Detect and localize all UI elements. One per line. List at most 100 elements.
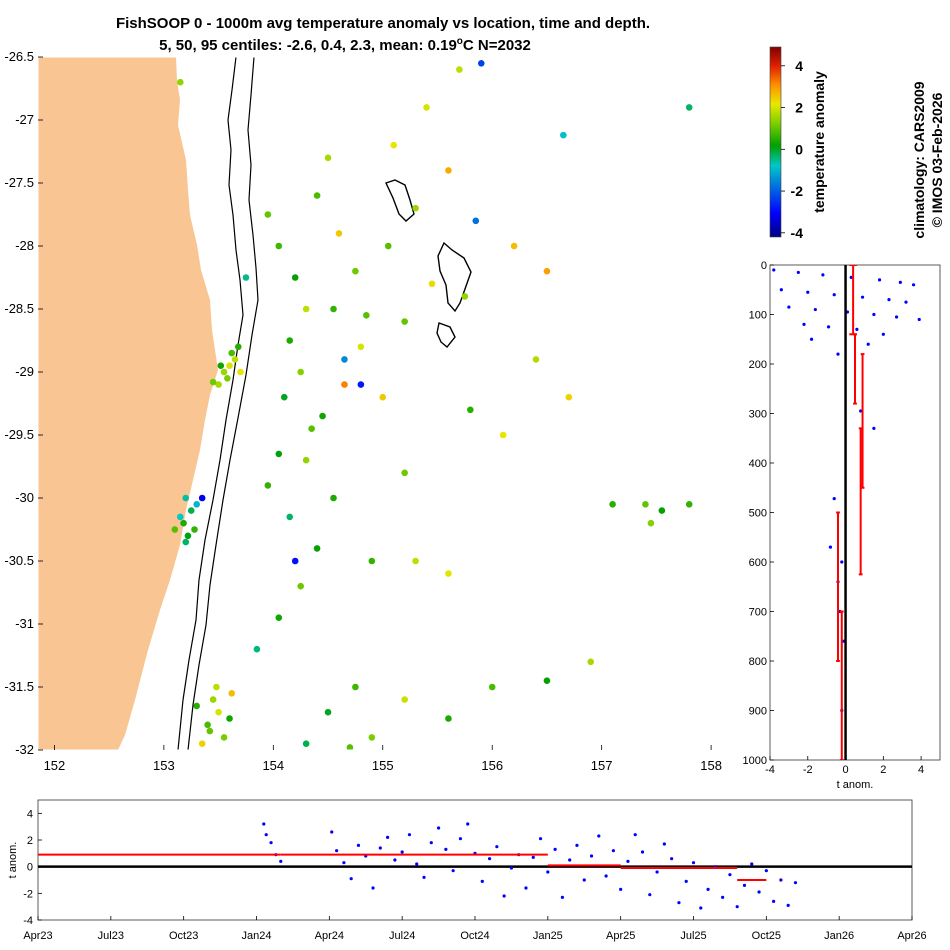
timeseries-point <box>575 843 579 847</box>
timeseries-x-tick-label: Oct25 <box>752 930 781 942</box>
timeseries-y-axis: -4 -2 0 2 4 <box>23 808 42 927</box>
depth-x-tick-label: 0 <box>842 764 848 776</box>
timeseries-point <box>335 849 339 853</box>
depth-stat-bar <box>858 427 863 576</box>
map-point <box>206 727 214 735</box>
timeseries-point <box>793 881 798 885</box>
colorbar-tick-label: 4 <box>795 58 803 74</box>
map-point <box>253 645 261 653</box>
timeseries-point <box>604 874 608 878</box>
depth-point <box>866 342 870 346</box>
timeseries-point <box>670 857 674 861</box>
depth-point <box>796 270 800 275</box>
timeseries-point <box>356 843 361 847</box>
map-y-tick-label: -29 <box>15 364 34 379</box>
colorbar-label: temperature anomaly <box>811 71 827 213</box>
map-y-tick-label: -26.5 <box>4 49 34 64</box>
depth-y-tick-label: 900 <box>749 706 767 718</box>
timeseries-point <box>626 859 630 863</box>
map-point <box>242 274 250 281</box>
map-point <box>401 696 408 703</box>
depth-point <box>881 332 885 336</box>
depth-points <box>772 268 921 713</box>
depth-point <box>828 545 833 549</box>
map-point <box>182 538 190 546</box>
depth-point <box>872 312 876 317</box>
depth-y-tick-label: 300 <box>749 409 767 421</box>
depth-point <box>832 497 836 501</box>
map-point <box>461 293 469 300</box>
map-point <box>335 230 343 237</box>
timeseries-frame <box>37 799 913 921</box>
depth-point <box>832 293 836 297</box>
map-point <box>445 570 452 577</box>
depth-y-tick-label: 500 <box>749 508 767 520</box>
map-point <box>324 708 332 716</box>
map-y-tick-label: -28 <box>15 238 34 253</box>
map-y-tick-label: -29.5 <box>4 427 34 442</box>
map-point <box>543 267 551 275</box>
map-point <box>198 494 206 502</box>
map-point <box>193 702 201 710</box>
timeseries-point <box>342 861 346 865</box>
timeseries-point <box>451 869 455 873</box>
timeseries-point <box>400 850 404 854</box>
timeseries-point <box>378 846 382 850</box>
map-point <box>330 305 337 313</box>
depth-point <box>911 283 916 287</box>
timeseries-point <box>772 899 776 903</box>
seamount-1 <box>385 179 415 222</box>
timeseries-point <box>640 850 645 854</box>
depth-point <box>806 290 810 294</box>
timeseries-point <box>466 822 470 826</box>
map-point <box>423 104 430 111</box>
timeseries-point <box>415 862 419 866</box>
depth-y-tick-label: 1000 <box>743 755 767 767</box>
depth-point <box>813 307 817 312</box>
map-point <box>302 740 310 747</box>
map-y-tick-label: -31 <box>15 616 34 631</box>
timeseries-point <box>728 873 732 877</box>
timeseries-x-tick-label: Oct23 <box>169 930 198 942</box>
map-point <box>286 337 294 344</box>
chart-title-line1: FishSOOP 0 - 1000m avg temperature anoma… <box>116 15 650 32</box>
timeseries-x-tick-label: Apr25 <box>606 930 635 942</box>
map-point <box>291 557 299 565</box>
timeseries-point <box>721 895 725 899</box>
timeseries-point <box>531 855 535 859</box>
map-point <box>302 456 310 464</box>
timeseries-point <box>786 903 790 907</box>
map-y-tick-label: -31.5 <box>4 679 34 694</box>
timeseries-point <box>691 861 696 865</box>
map-point <box>313 192 321 199</box>
depth-point <box>779 288 783 292</box>
map-x-tick-label: 152 <box>44 758 66 773</box>
map-point <box>543 677 551 684</box>
timeseries-mean-segments <box>38 853 767 881</box>
map-point <box>685 501 693 508</box>
title-stats: 5, 50, 95 centiles: -2.6, 0.4, 2.3, mean… <box>159 37 457 54</box>
depth-point <box>898 280 902 284</box>
map-point <box>193 501 201 508</box>
map-x-tick-label: 156 <box>481 758 503 773</box>
map-point <box>477 60 485 67</box>
map-point <box>176 513 184 521</box>
timeseries-point <box>279 859 283 863</box>
depth-x-tick-label: -2 <box>803 764 813 776</box>
map-point <box>324 154 332 162</box>
climatology-label: climatology: CARS2009 <box>911 81 927 238</box>
timeseries-point <box>436 826 441 830</box>
map-point <box>341 356 348 363</box>
timeseries-point <box>487 857 492 861</box>
depth-x-axis: -4 -2 0 2 4 <box>765 756 924 776</box>
map-point <box>308 425 315 433</box>
timeseries-y-tick-label: 0 <box>27 862 33 874</box>
timeseries-y-tick-label: -4 <box>23 915 33 927</box>
map-point <box>275 450 283 458</box>
timeseries-x-tick-label: Apr26 <box>897 930 926 942</box>
timeseries-point <box>349 877 353 881</box>
depth-point <box>787 305 791 309</box>
map-point <box>213 683 220 691</box>
depth-y-tick-label: 400 <box>749 458 767 470</box>
